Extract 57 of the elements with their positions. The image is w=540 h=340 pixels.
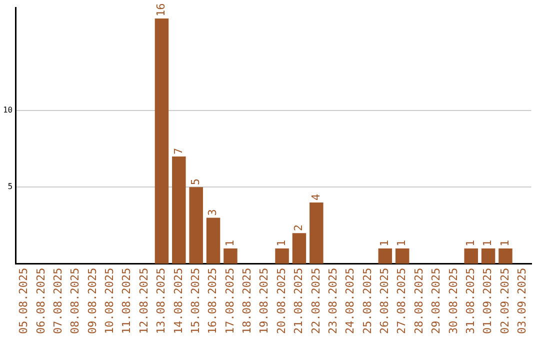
data-label: 3 [206, 209, 220, 216]
x-tick-label: 09.08.2025 [86, 268, 99, 334]
bar [189, 187, 203, 264]
bar [481, 248, 496, 264]
bar [498, 248, 512, 264]
data-label: 1 [223, 240, 236, 246]
bar [224, 248, 238, 264]
x-tick-label: 13.08.2025 [154, 268, 168, 334]
x-tick-label: 30.08.2025 [446, 268, 460, 334]
bar [206, 218, 220, 264]
x-tick-label: 21.08.2025 [292, 268, 306, 334]
bar [154, 18, 169, 264]
x-tick-label: 20.08.2025 [274, 268, 288, 334]
x-tick-label: 22.08.2025 [309, 268, 322, 334]
bar [395, 248, 410, 264]
x-tick-label: 26.08.2025 [378, 268, 392, 334]
x-tick-label: 31.08.2025 [464, 268, 477, 334]
data-label: 1 [378, 240, 392, 246]
x-tick-label: 16.08.2025 [206, 268, 220, 334]
x-tick-label: 28.08.2025 [412, 268, 426, 334]
x-tick-label: 05.08.2025 [17, 268, 30, 334]
x-tick-label: 06.08.2025 [34, 268, 48, 334]
bar [378, 248, 392, 264]
x-tick-label: 29.08.2025 [430, 268, 443, 334]
x-tick-label: 01.09.2025 [481, 268, 494, 334]
data-label: 2 [292, 224, 306, 232]
data-label: 16 [154, 3, 168, 17]
x-tick-label: 24.08.2025 [344, 268, 357, 334]
data-label: 1 [498, 240, 512, 246]
x-tick-label: 14.08.2025 [172, 268, 185, 334]
data-label: 5 [188, 178, 202, 186]
data-label: 1 [274, 240, 288, 246]
x-tick-label: 02.09.2025 [498, 268, 512, 334]
data-label: 1 [395, 240, 408, 246]
x-tick-label: 03.09.2025 [516, 268, 529, 334]
x-tick-label: 08.08.2025 [68, 268, 82, 334]
x-tick-label: 12.08.2025 [137, 268, 150, 334]
x-tick-label: 11.08.2025 [120, 268, 134, 334]
x-tick-label: 25.08.2025 [360, 268, 374, 334]
x-tick-label: 10.08.2025 [103, 268, 116, 334]
x-tick-label: 18.08.2025 [240, 268, 254, 334]
x-tick-label: 19.08.2025 [258, 268, 271, 334]
x-tick-label: 27.08.2025 [395, 268, 408, 334]
data-label: 7 [172, 148, 185, 154]
bar [310, 202, 324, 264]
y-tick-label: 10 [2, 106, 13, 115]
bar [275, 248, 289, 264]
x-tick-label: 15.08.2025 [188, 268, 202, 334]
bar [464, 248, 478, 264]
data-label: 4 [309, 193, 322, 200]
data-label: 1 [464, 240, 477, 246]
x-tick-label: 17.08.2025 [223, 268, 236, 334]
bar [292, 233, 306, 264]
x-tick-label: 23.08.2025 [326, 268, 340, 334]
bar [172, 156, 186, 264]
x-tick-label: 07.08.2025 [51, 268, 64, 334]
data-label: 1 [481, 240, 494, 246]
